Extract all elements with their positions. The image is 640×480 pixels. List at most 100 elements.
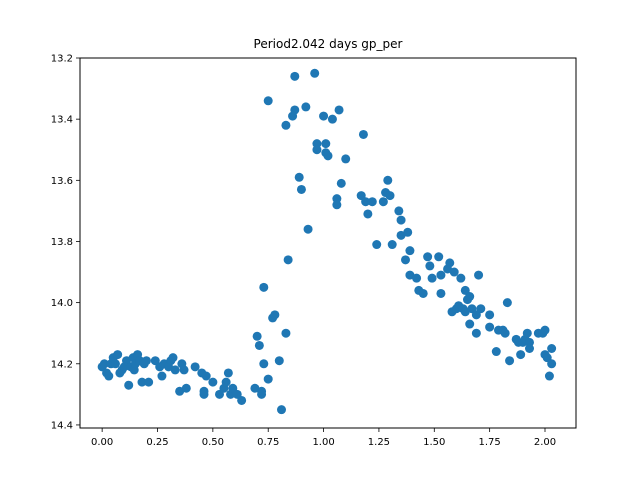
y-tick-label: 13.2 xyxy=(51,54,73,65)
data-point xyxy=(277,405,286,415)
x-tick-label: 1.50 xyxy=(423,437,445,448)
data-point xyxy=(312,145,322,155)
data-point xyxy=(418,288,428,298)
data-point xyxy=(516,350,526,360)
y-tick-label: 14.0 xyxy=(51,298,73,309)
data-point xyxy=(221,377,231,387)
data-point xyxy=(474,270,484,280)
data-point xyxy=(425,261,435,271)
data-point xyxy=(323,151,333,161)
data-point xyxy=(168,353,178,363)
chart-title: Period2.042 days gp_per xyxy=(254,37,403,51)
data-point xyxy=(547,359,557,369)
data-point xyxy=(263,374,273,384)
data-point xyxy=(199,389,209,399)
data-point xyxy=(303,224,313,234)
data-point xyxy=(456,273,466,283)
data-point xyxy=(113,350,123,360)
data-point xyxy=(544,371,554,381)
data-point xyxy=(254,340,264,350)
data-point xyxy=(485,322,495,332)
y-tick-label: 13.8 xyxy=(51,237,73,248)
x-tick-label: 0.25 xyxy=(146,437,168,448)
data-point xyxy=(190,362,200,372)
data-point xyxy=(181,383,191,393)
x-tick-label: 0.75 xyxy=(257,437,279,448)
data-point xyxy=(396,215,406,225)
data-point xyxy=(336,178,346,188)
data-point xyxy=(208,377,218,387)
data-point xyxy=(434,252,444,262)
data-point xyxy=(281,328,291,338)
data-point xyxy=(294,172,304,182)
data-point xyxy=(259,282,269,292)
data-point xyxy=(157,371,167,381)
data-point xyxy=(445,258,455,268)
y-tick-label: 13.4 xyxy=(51,115,73,126)
data-point xyxy=(436,288,446,298)
y-tick-label: 14.2 xyxy=(51,359,73,370)
data-point xyxy=(170,365,180,375)
data-point xyxy=(281,120,291,130)
data-point xyxy=(301,102,311,112)
data-point xyxy=(201,371,211,381)
data-point xyxy=(327,114,337,124)
data-point xyxy=(394,206,404,216)
data-point xyxy=(385,191,395,201)
plot-frame xyxy=(79,57,577,429)
data-point xyxy=(334,105,344,115)
data-point xyxy=(361,197,371,207)
data-point xyxy=(540,325,550,335)
data-point xyxy=(137,377,147,387)
data-point xyxy=(378,197,388,207)
x-tick-label: 0.00 xyxy=(91,437,113,448)
data-point xyxy=(500,328,510,338)
data-point xyxy=(144,377,154,387)
data-point xyxy=(505,356,515,366)
data-point xyxy=(257,389,267,399)
data-point xyxy=(436,270,446,280)
data-point xyxy=(471,328,481,338)
data-point xyxy=(296,184,306,194)
data-point xyxy=(310,68,320,78)
data-point xyxy=(401,255,410,265)
data-point xyxy=(412,273,422,283)
data-point xyxy=(341,154,351,164)
data-point xyxy=(332,200,342,210)
data-point xyxy=(283,255,293,265)
data-point xyxy=(403,227,413,237)
data-points xyxy=(97,68,557,415)
data-point xyxy=(465,292,475,302)
data-point xyxy=(237,395,247,405)
data-point xyxy=(387,240,397,250)
data-point xyxy=(263,96,273,106)
data-point xyxy=(449,267,459,277)
data-point xyxy=(223,368,233,378)
data-point xyxy=(367,197,377,207)
data-point xyxy=(141,356,151,366)
data-point xyxy=(321,139,331,149)
x-axis: 0.00 0.25 0.50 0.75 1.00 1.25 1.50 1.75 2.00 xyxy=(91,428,556,448)
y-tick-label: 14.4 xyxy=(51,420,73,431)
data-point xyxy=(363,209,373,219)
data-point xyxy=(252,331,262,341)
data-point xyxy=(405,246,415,256)
data-point xyxy=(259,359,269,369)
y-axis: 13.2 13.4 13.6 13.8 14.0 14.2 14.4 xyxy=(51,54,80,431)
x-tick-label: 1.25 xyxy=(368,437,390,448)
data-point xyxy=(319,111,329,121)
data-point xyxy=(270,310,280,320)
data-point xyxy=(358,129,368,139)
x-tick-label: 1.75 xyxy=(479,437,501,448)
data-point xyxy=(104,371,114,381)
data-point xyxy=(110,359,120,369)
data-point xyxy=(476,304,486,314)
data-point xyxy=(427,273,437,283)
data-point xyxy=(465,319,475,329)
x-tick-label: 1.00 xyxy=(312,437,334,448)
data-point xyxy=(525,344,534,353)
data-point xyxy=(383,175,393,185)
data-point xyxy=(179,365,189,375)
data-point xyxy=(290,105,300,115)
